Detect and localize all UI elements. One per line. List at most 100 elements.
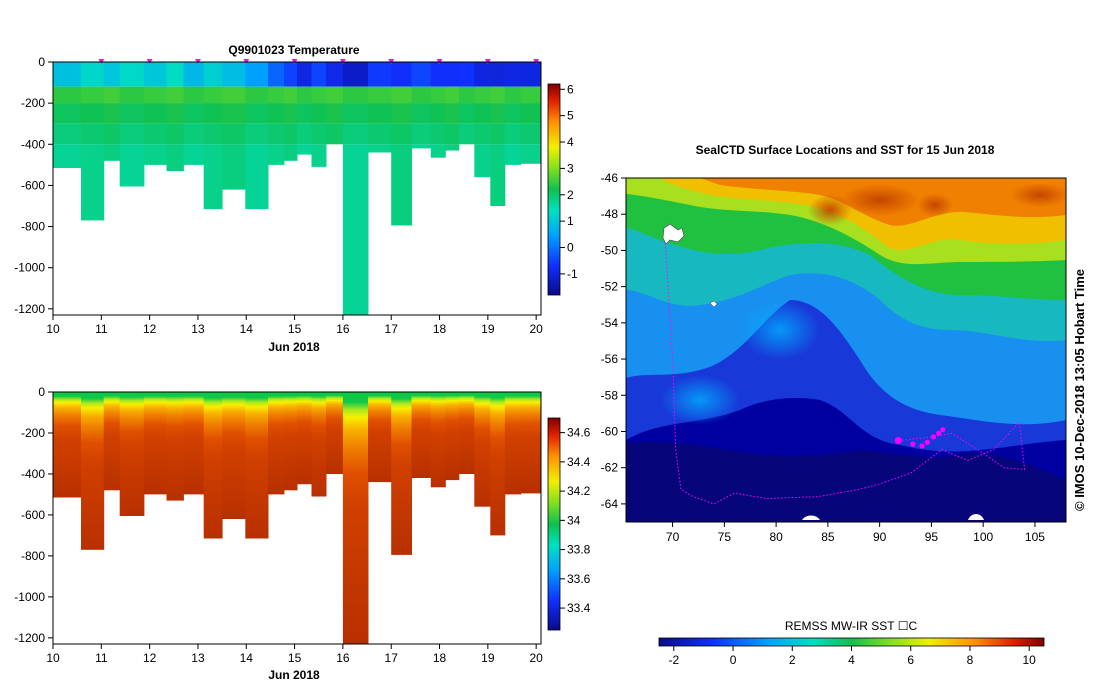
- x-tick-label: 14: [240, 322, 254, 336]
- x-tick-label: 11: [95, 322, 108, 336]
- temperature-cell: [81, 103, 105, 124]
- temperature-cell: [474, 103, 491, 124]
- y-tick-label: -400: [21, 137, 45, 151]
- temperature-cell: [103, 103, 121, 124]
- salinity-y-axis: 0 -200 -400 -600 -800 -1000 -1200: [14, 385, 53, 645]
- map-y-tick-label: -58: [601, 388, 619, 402]
- salinity-colorbar: [547, 417, 561, 631]
- x-tick-label: 18: [433, 651, 447, 665]
- temperature-cell: [103, 123, 121, 145]
- colorbar-tick-label: 2: [567, 188, 574, 202]
- temperature-cell: [411, 103, 432, 124]
- antarctic-coast-east: [968, 514, 984, 520]
- temperature-cell: [81, 62, 105, 87]
- temperature-cell: [103, 62, 121, 87]
- salinity-cell: [520, 392, 541, 494]
- temperature-cell: [297, 103, 312, 124]
- temperature-cell: [119, 123, 145, 145]
- x-tick-label: 15: [288, 322, 302, 336]
- temperature-cell: [326, 103, 344, 124]
- temperature-cell: [166, 144, 184, 171]
- salinity-plot-frame: [52, 391, 542, 645]
- map-x-axis: 70 75 80 85 90 95 100 105: [666, 522, 1045, 544]
- sst-map: SealCTD Surface Locations and SST for 15…: [601, 143, 1087, 667]
- temperature-y-axis: 0 -200 -400 -600 -800 -1000 -1200: [14, 55, 53, 316]
- temperature-cell: [183, 86, 205, 104]
- temperature-cell: [143, 103, 167, 124]
- temperature-cell: [143, 123, 167, 145]
- temperature-profiles: [53, 62, 541, 315]
- y-tick-label: -1000: [14, 590, 45, 604]
- colorbar-tick-label: 33.6: [567, 572, 591, 586]
- temperature-cell: [368, 62, 392, 87]
- temperature-plot-frame: [52, 61, 542, 316]
- map-y-tick-label: -52: [601, 280, 619, 294]
- temperature-cell: [166, 103, 184, 124]
- map-x-tick-label: 70: [666, 530, 680, 544]
- temperature-cell: [342, 103, 369, 124]
- temperature-cell: [245, 103, 269, 124]
- colorbar-tick-label: 34: [567, 513, 581, 527]
- temperature-cell: [284, 62, 298, 87]
- temperature-cell: [81, 144, 105, 221]
- temperature-cell: [520, 144, 541, 164]
- x-tick-label: 16: [336, 651, 350, 665]
- salinity-cell: [504, 392, 522, 495]
- y-tick-label: -1200: [14, 631, 45, 645]
- antarctic-coast-west: [802, 515, 820, 520]
- temperature-cell: [183, 123, 205, 145]
- y-tick-label: -800: [21, 549, 45, 563]
- y-tick-label: -1000: [14, 261, 45, 275]
- temperature-cell: [445, 62, 460, 87]
- salinity-cell: [391, 392, 412, 555]
- temperature-cell: [474, 86, 491, 104]
- temperature-cell: [284, 86, 298, 104]
- x-tick-label: 10: [46, 322, 60, 336]
- temperature-cell: [342, 86, 369, 104]
- salinity-cell: [326, 392, 344, 474]
- temperature-cell: [103, 144, 121, 161]
- temperature-cell: [368, 144, 392, 153]
- temperature-cell: [222, 144, 246, 190]
- map-y-tick-label: -50: [601, 243, 619, 257]
- salinity-cell: [53, 392, 82, 498]
- x-tick-label: 20: [529, 322, 543, 336]
- salinity-cell: [297, 392, 312, 485]
- salinity-cell: [103, 392, 121, 491]
- temperature-cell: [245, 86, 269, 104]
- salinity-profiles: [53, 392, 541, 644]
- temperature-cell: [245, 123, 269, 145]
- temperature-chart: Q9901023 Temperature 0 -200 -400 -600 -800 -1…: [14, 43, 578, 354]
- surface-location-point: [894, 437, 902, 444]
- temperature-cell: [411, 144, 432, 149]
- temperature-cell: [445, 144, 460, 151]
- temperature-cell: [81, 86, 105, 104]
- map-y-tick-label: -54: [601, 316, 619, 330]
- surface-location-point: [924, 439, 930, 445]
- temperature-cell: [430, 86, 446, 104]
- map-x-tick-label: 100: [973, 530, 993, 544]
- temperature-cell: [490, 62, 506, 87]
- colorbar-tick-label: 33.4: [567, 601, 591, 615]
- temperature-cell: [119, 144, 145, 187]
- sst-colorbar-tick-label: 10: [1023, 653, 1037, 667]
- salinity-cell: [474, 392, 491, 507]
- surface-location-point: [940, 427, 946, 433]
- sst-colorbar-ticks: -2 0 2 4 6 8 10: [668, 646, 1036, 667]
- sst-colorbar-tick-label: 2: [789, 653, 796, 667]
- y-tick-label: -600: [21, 178, 45, 192]
- temperature-cell: [311, 123, 327, 145]
- temperature-cell: [326, 62, 344, 87]
- x-tick-label: 11: [95, 651, 108, 665]
- imos-credit: © IMOS 10-Dec-2018 13:05 Hobart Time: [1072, 269, 1087, 511]
- map-x-tick-label: 95: [925, 530, 939, 544]
- temperature-cell: [445, 103, 460, 124]
- temperature-cell: [222, 86, 246, 104]
- temperature-cell: [222, 62, 246, 87]
- temperature-cell: [245, 144, 269, 210]
- x-tick-label: 12: [143, 322, 157, 336]
- salinity-cell: [166, 392, 184, 501]
- x-tick-label: 19: [481, 322, 495, 336]
- y-tick-label: -600: [21, 508, 45, 522]
- temperature-x-label: Jun 2018: [268, 340, 320, 354]
